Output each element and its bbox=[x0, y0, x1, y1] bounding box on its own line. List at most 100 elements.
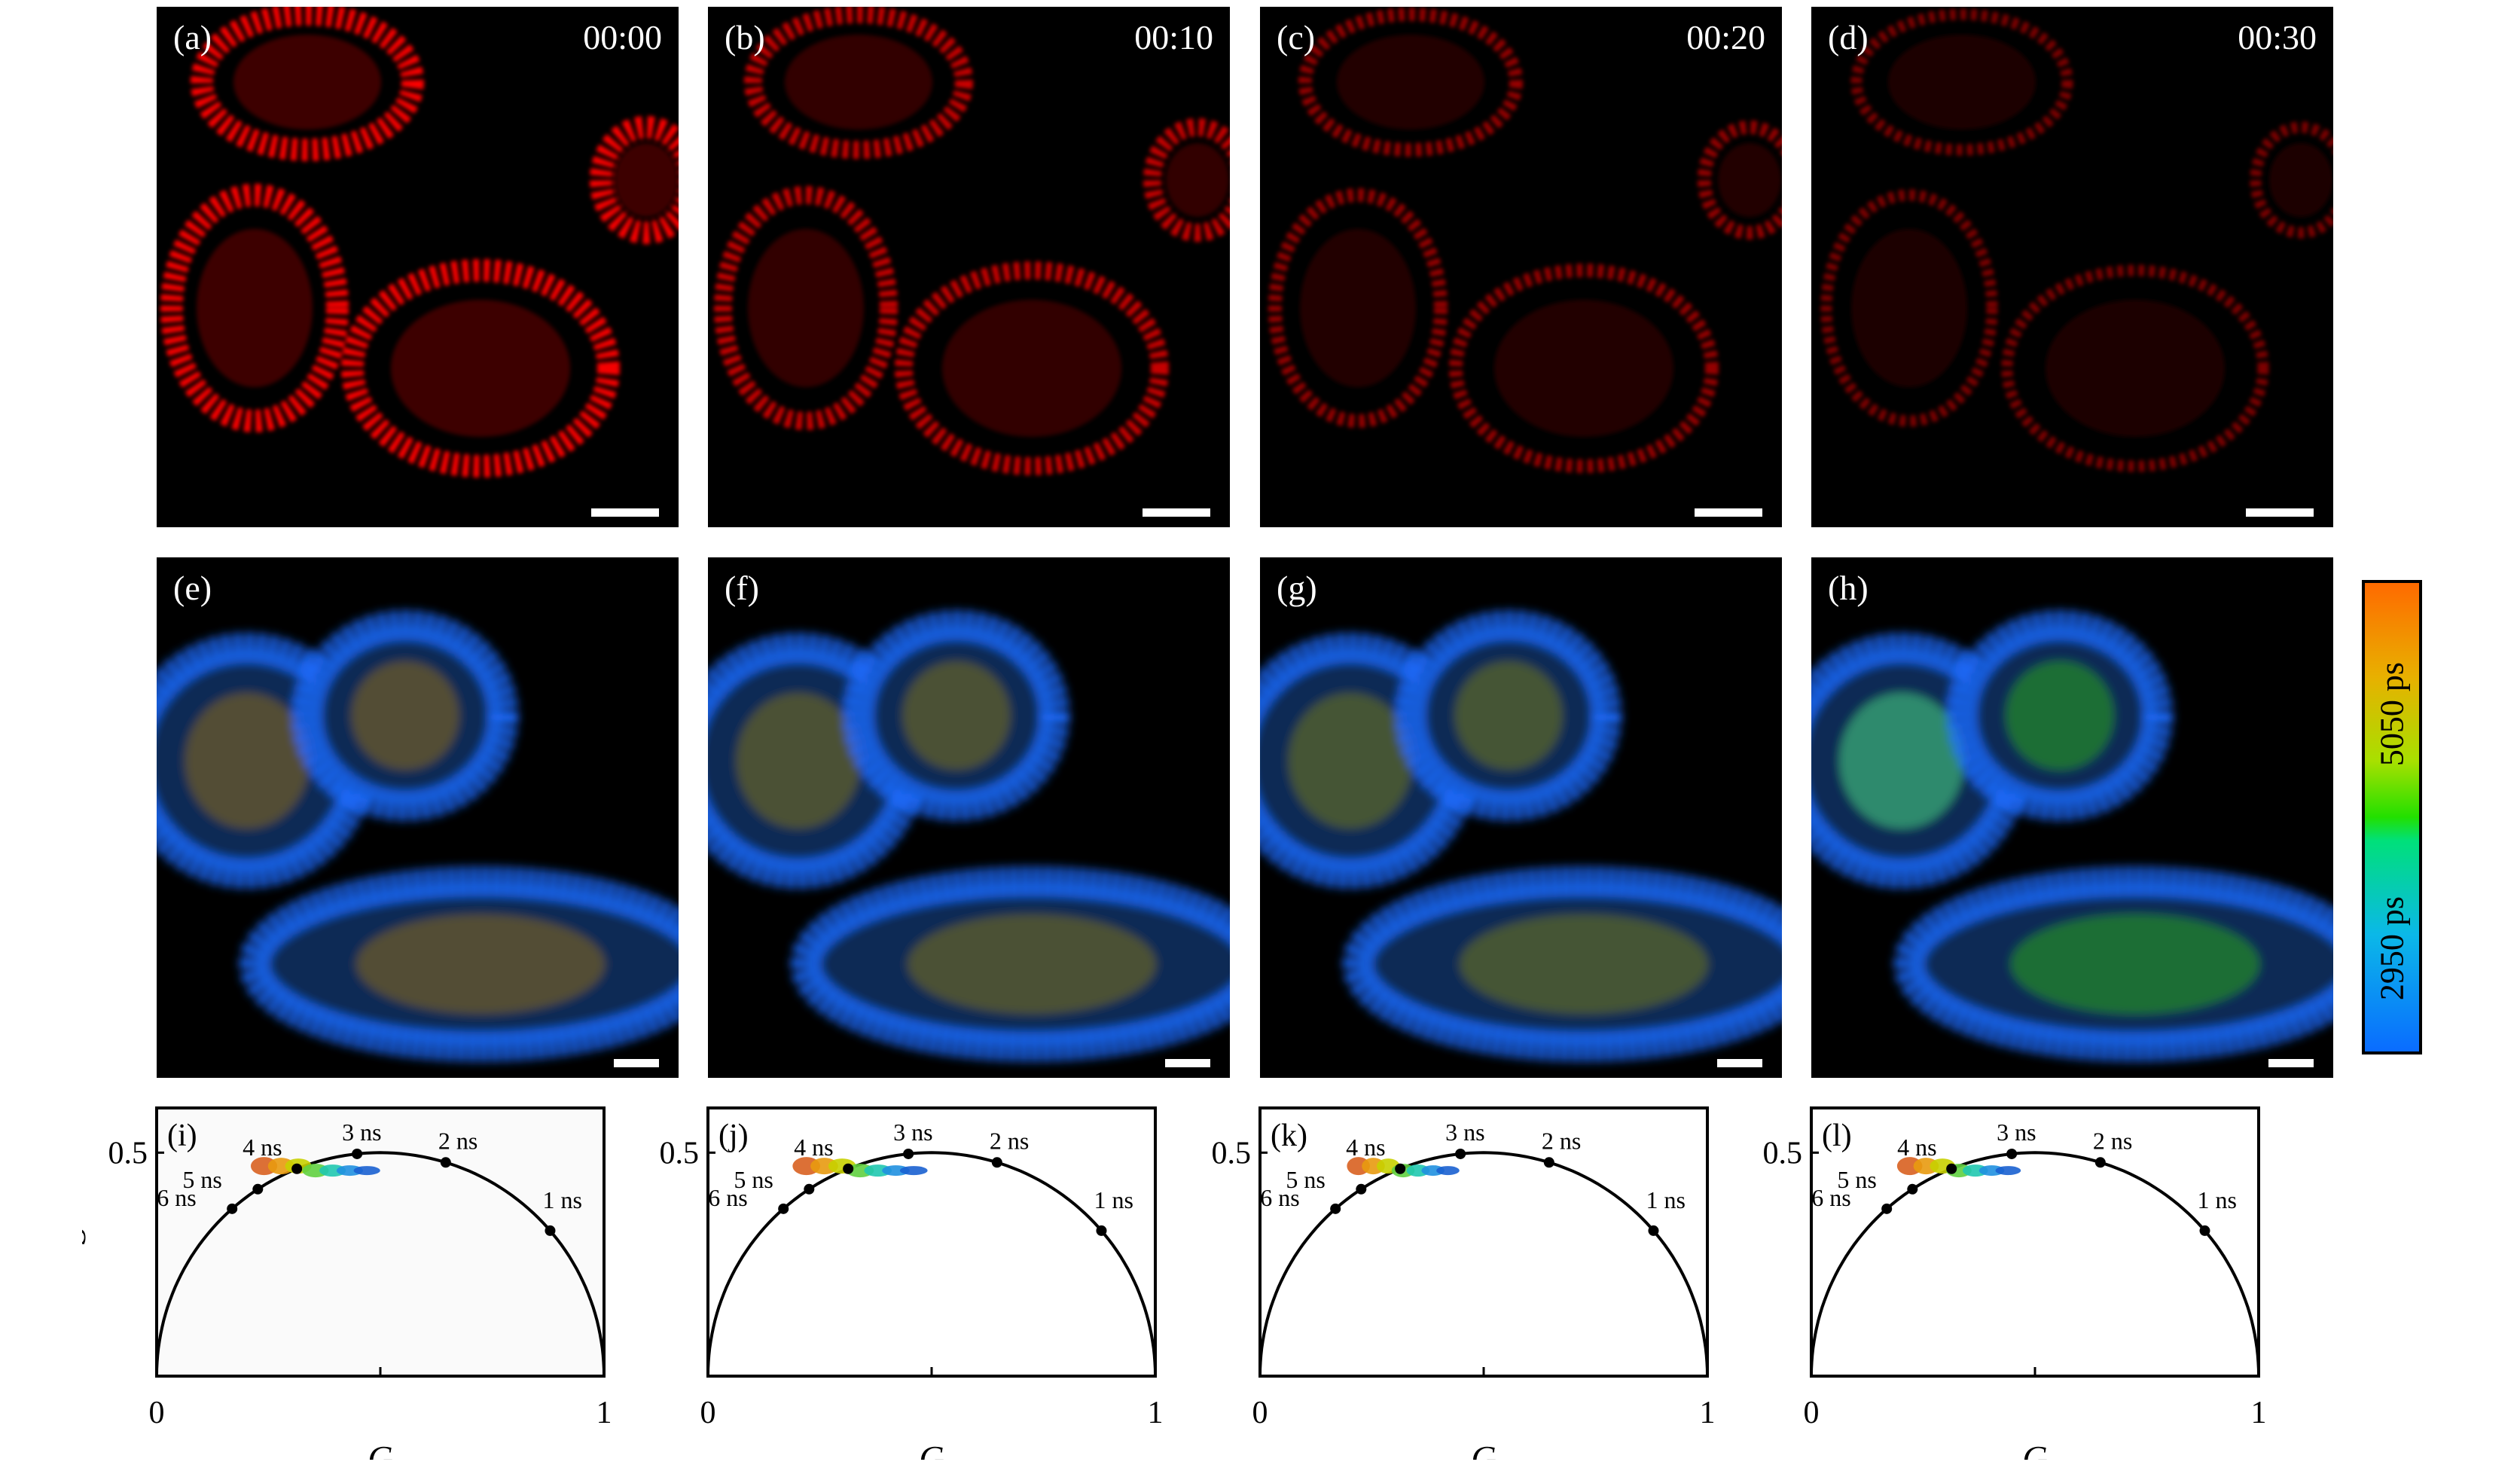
micrograph-panel: 00:30 (d) bbox=[1811, 7, 2333, 527]
cell-mitochondria bbox=[2250, 121, 2333, 239]
universal-semicircle bbox=[706, 1151, 1157, 1377]
plot-frame bbox=[1810, 1106, 2260, 1378]
cell-mitochondria bbox=[1894, 866, 2333, 1062]
lifetime-marker bbox=[1946, 1163, 1957, 1174]
x-tick-label: 0 bbox=[149, 1396, 165, 1430]
lifetime-marker-label: 5 ns bbox=[182, 1166, 221, 1193]
cell-mitochondria bbox=[714, 186, 898, 430]
scale-bar bbox=[1695, 508, 1762, 517]
cell-nucleus bbox=[1494, 300, 1673, 437]
cell-nucleus bbox=[351, 661, 459, 770]
x-tick-label: 0 bbox=[1252, 1396, 1268, 1430]
scale-bar bbox=[1717, 1059, 1762, 1067]
lifetime-marker-label: 3 ns bbox=[342, 1119, 381, 1146]
lifetime-marker bbox=[1096, 1225, 1107, 1236]
cell-mitochondria bbox=[191, 7, 424, 161]
phasor-cluster-point bbox=[899, 1166, 928, 1176]
cell-mitochondria bbox=[1343, 866, 1782, 1062]
lifetime-marker-label: 6 ns bbox=[708, 1184, 747, 1211]
phasor-plot: 1 ns 2 ns 3 ns 4 ns 5 ns6 ns 0.5 0 1 G (k) bbox=[1212, 1106, 1716, 1460]
lifetime-marker bbox=[903, 1148, 914, 1159]
cell-nucleus bbox=[2011, 914, 2259, 1014]
cell-mitochondria bbox=[1396, 610, 1622, 821]
lifetime-marker bbox=[804, 1183, 815, 1195]
plot-panel-label: (j) bbox=[718, 1119, 749, 1153]
lifetime-marker bbox=[1356, 1183, 1367, 1195]
lifetime-marker-label: 5 ns bbox=[1837, 1166, 1876, 1193]
lifetime-marker bbox=[1907, 1183, 1918, 1195]
cell-nucleus bbox=[785, 35, 932, 130]
cell-nucleus bbox=[1888, 35, 2036, 130]
lifetime-marker bbox=[1455, 1148, 1466, 1159]
lifetime-marker-label: 1 ns bbox=[1646, 1186, 1685, 1213]
cell-nucleus bbox=[356, 914, 605, 1014]
phasor-cluster-point bbox=[1995, 1166, 2021, 1176]
lifetime-marker bbox=[1881, 1203, 1893, 1214]
micrograph-image bbox=[160, 7, 679, 478]
lifetime-marker-label: 3 ns bbox=[893, 1119, 932, 1146]
cell-nucleus bbox=[1300, 229, 1416, 387]
lifetime-marker bbox=[1330, 1203, 1341, 1214]
lifetime-marker-label: 2 ns bbox=[1542, 1127, 1581, 1154]
cell-nucleus bbox=[391, 300, 570, 437]
y-tick-label: 0.5 bbox=[660, 1136, 700, 1170]
cell-nucleus bbox=[1851, 229, 1967, 387]
lifetime-marker bbox=[2199, 1225, 2210, 1236]
cell-mitochondria bbox=[1268, 188, 1448, 428]
micrograph-image bbox=[157, 610, 679, 1062]
phasor-plot: 1 ns 2 ns 3 ns 4 ns 5 ns6 ns 0.5 0 1 G (i) S bbox=[82, 1106, 612, 1460]
timestamp: 00:00 bbox=[583, 18, 662, 56]
cell-nucleus bbox=[942, 300, 1121, 437]
lifetime-marker bbox=[778, 1203, 789, 1214]
lifetime-marker bbox=[991, 1157, 1002, 1168]
cell-mitochondria bbox=[1298, 8, 1523, 157]
phasor-plot: 1 ns 2 ns 3 ns 4 ns 5 ns6 ns 0.5 0 1 G (j) bbox=[660, 1106, 1164, 1460]
x-tick-label: 1 bbox=[596, 1396, 612, 1430]
cell-nucleus bbox=[902, 661, 1011, 770]
micrograph-image bbox=[1260, 610, 1782, 1062]
cell-nucleus bbox=[197, 229, 313, 387]
cell-mitochondria bbox=[2001, 264, 2269, 472]
panel-label: (h) bbox=[1828, 569, 1869, 607]
lifetime-marker-label: 1 ns bbox=[542, 1186, 581, 1213]
x-tick-label: 0 bbox=[1804, 1396, 1820, 1430]
micrograph-panel: 00:10 (b) bbox=[708, 7, 1230, 527]
lifetime-marker-label: 6 ns bbox=[1811, 1184, 1850, 1211]
timestamp: 00:10 bbox=[1134, 18, 1213, 56]
cell-mitochondria bbox=[1143, 118, 1230, 242]
lifetime-marker-label: 3 ns bbox=[1997, 1119, 2036, 1146]
lifetime-marker-label: 2 ns bbox=[990, 1127, 1029, 1154]
panel-label: (c) bbox=[1277, 18, 1316, 56]
plot-frame bbox=[155, 1106, 606, 1378]
panel-label: (f) bbox=[725, 569, 759, 607]
lifetime-marker bbox=[1648, 1225, 1659, 1236]
lifetime-marker bbox=[252, 1183, 264, 1195]
scale-bar bbox=[2246, 508, 2314, 517]
cell-nucleus bbox=[1460, 914, 1708, 1014]
cell-mitochondria bbox=[590, 116, 679, 244]
lifetime-marker-label: 1 ns bbox=[2197, 1186, 2236, 1213]
lifetime-marker bbox=[440, 1157, 451, 1168]
cell-mitochondria bbox=[791, 866, 1230, 1062]
cell-mitochondria bbox=[1850, 8, 2073, 156]
cell-mitochondria bbox=[1698, 121, 1782, 240]
y-tick-label: 0.5 bbox=[1763, 1136, 1803, 1170]
cell-nucleus bbox=[2046, 300, 2225, 437]
lifetime-marker-label: 1 ns bbox=[1094, 1186, 1133, 1213]
micrograph-panel: 00:00 (a) bbox=[157, 7, 679, 527]
timestamp: 00:30 bbox=[2238, 18, 2317, 56]
cell-nucleus bbox=[2006, 661, 2114, 770]
cell-nucleus bbox=[908, 914, 1156, 1014]
x-tick-label: 1 bbox=[1700, 1396, 1716, 1430]
cell-nucleus bbox=[1166, 143, 1229, 217]
micrograph-image bbox=[708, 610, 1230, 1062]
lifetime-marker-label: 5 ns bbox=[1286, 1166, 1325, 1193]
lifetime-marker-label: 4 ns bbox=[794, 1134, 833, 1161]
cell-nucleus bbox=[233, 35, 381, 130]
lifetime-marker bbox=[291, 1163, 303, 1174]
y-tick-label: 0.5 bbox=[108, 1136, 148, 1170]
x-tick-label: 0 bbox=[700, 1396, 716, 1430]
micrograph-panel: (h) bbox=[1811, 557, 2333, 1078]
x-axis-label: G bbox=[919, 1439, 944, 1460]
scale-bar bbox=[1143, 508, 1210, 517]
